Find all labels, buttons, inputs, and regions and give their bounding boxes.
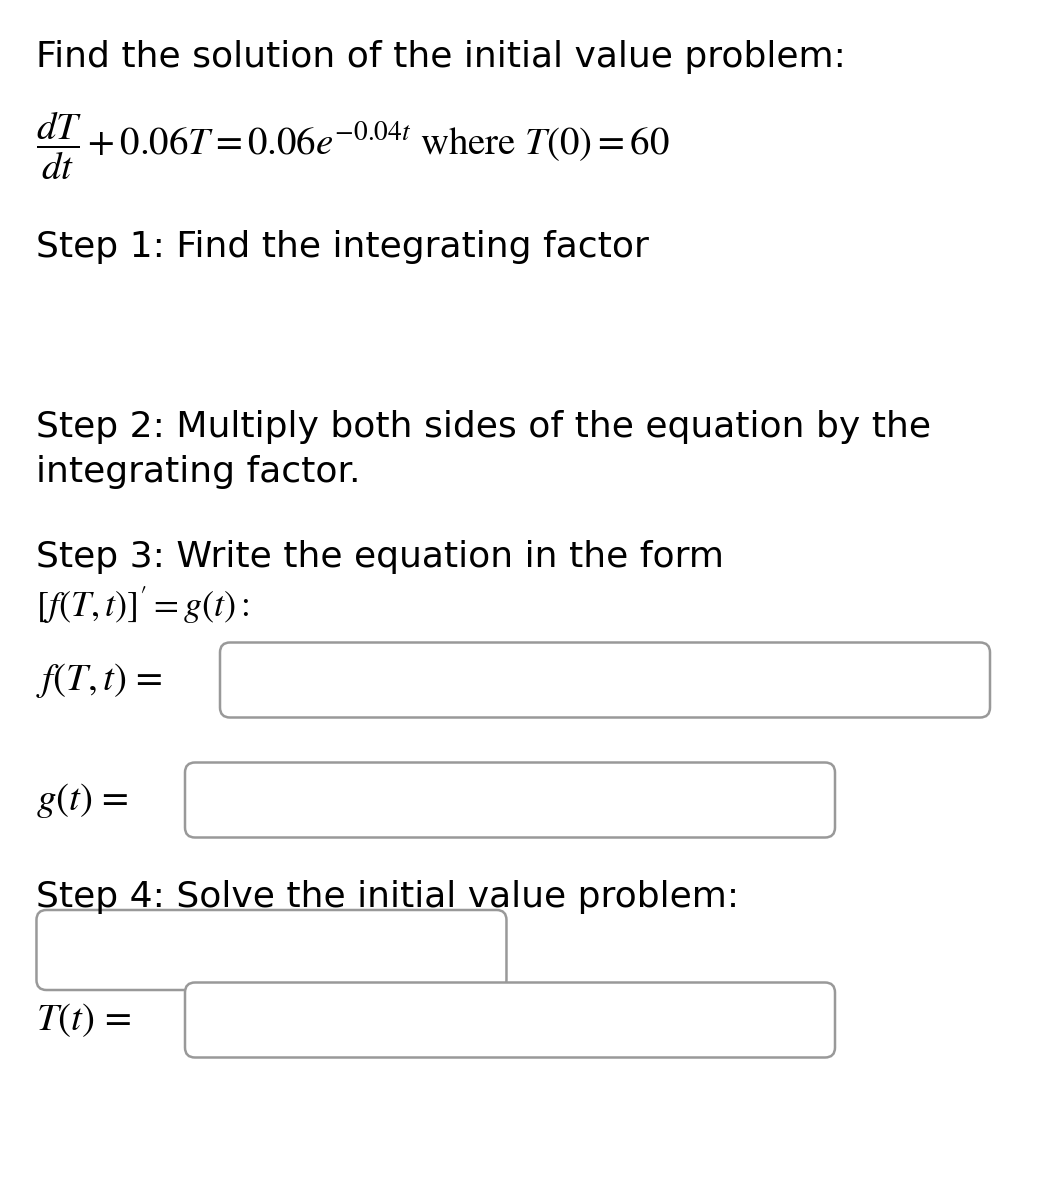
Text: Step 1: Find the integrating factor: Step 1: Find the integrating factor (36, 230, 649, 264)
Text: Step 3: Write the equation in the form: Step 3: Write the equation in the form (36, 540, 724, 574)
FancyBboxPatch shape (185, 983, 835, 1057)
Text: $g(t)$ =: $g(t)$ = (36, 780, 129, 820)
Text: $[f(T,t)]'= g(t):$: $[f(T,t)]'= g(t):$ (36, 584, 250, 626)
Text: Step 4: Solve the initial value problem:: Step 4: Solve the initial value problem: (36, 880, 740, 914)
Text: Find the solution of the initial value problem:: Find the solution of the initial value p… (36, 40, 846, 74)
FancyBboxPatch shape (220, 642, 990, 718)
Text: Step 2: Multiply both sides of the equation by the
integrating factor.: Step 2: Multiply both sides of the equat… (36, 410, 932, 488)
Text: $\dfrac{dT}{dt} + 0.06T = 0.06e^{-0.04t}$ where $T(0) = 60$: $\dfrac{dT}{dt} + 0.06T = 0.06e^{-0.04t}… (36, 110, 670, 182)
Text: $T(t)$ =: $T(t)$ = (36, 1001, 131, 1039)
FancyBboxPatch shape (185, 762, 835, 838)
Text: $f(T,t)$ =: $f(T,t)$ = (36, 660, 164, 700)
FancyBboxPatch shape (36, 910, 506, 990)
